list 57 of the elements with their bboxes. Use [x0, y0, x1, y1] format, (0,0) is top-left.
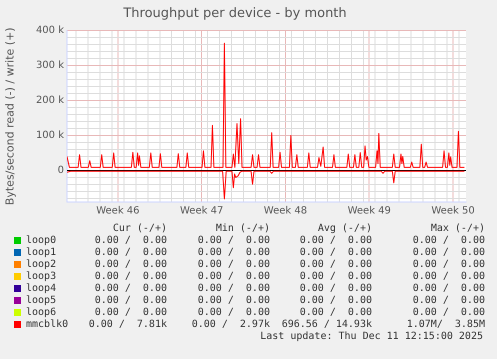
text: 0.00 / 0.00 [412, 295, 485, 306]
text: Last update: Thu Dec 11 12:15:00 2025 [260, 331, 483, 342]
chart-title: Throughput per device - by month [122, 6, 347, 22]
x-tick-label: Week 47 [180, 206, 224, 217]
text: 0.00 / 0.00 [94, 295, 167, 306]
legend-label: loop5 [26, 295, 56, 306]
text: 0.00 / 2.97k [192, 319, 270, 330]
text: 0.00 / 0.00 [198, 235, 270, 246]
legend-label: loop0 [26, 235, 56, 246]
text: 0.00 / 0.00 [198, 295, 270, 306]
x-tick-label: Week 50 [431, 206, 475, 217]
legend-label: loop4 [26, 283, 56, 294]
text: 1.07M/ 3.85M [406, 319, 485, 330]
text: 0.00 / 0.00 [300, 271, 372, 282]
x-tick-label: Week 48 [264, 206, 308, 217]
text: 0.00 / 0.00 [198, 307, 270, 318]
text: 0.00 / 0.00 [412, 271, 485, 282]
x-tick-label: Week 49 [348, 206, 391, 217]
y-axis-title: Bytes/second read (-) / write (+) [3, 27, 16, 206]
text: Cur (-/+) [112, 223, 167, 234]
text: 0.00 / 0.00 [94, 283, 167, 294]
text: 696.56 / 14.93k [282, 319, 372, 330]
text: 0.00 / 0.00 [412, 307, 485, 318]
text: 0.00 / 0.00 [300, 295, 372, 306]
x-tick-label: Week 46 [96, 206, 140, 217]
text: 0.00 / 0.00 [94, 271, 167, 282]
text: Min (-/+) [216, 223, 270, 234]
text: 0.00 / 0.00 [300, 283, 372, 294]
y-tick-label: 300 k [36, 60, 64, 72]
text: 0.00 / 0.00 [300, 247, 372, 258]
text: 0.00 / 7.81k [88, 319, 167, 330]
text: Avg (-/+) [318, 223, 372, 234]
text: 0.00 / 0.00 [198, 283, 270, 294]
text: 0.00 / 0.00 [412, 283, 485, 294]
text: 0.00 / 0.00 [412, 235, 485, 246]
legend-label: loop2 [26, 259, 56, 270]
text: 0.00 / 0.00 [412, 259, 485, 270]
text: 0.00 / 0.00 [300, 259, 372, 270]
text: 0.00 / 0.00 [198, 259, 270, 270]
legend-label: loop6 [26, 307, 56, 318]
legend-label: loop1 [26, 247, 56, 258]
y-tick-label: 200 k [36, 95, 64, 106]
text: 0.00 / 0.00 [198, 271, 270, 282]
text: 0.00 / 0.00 [94, 235, 167, 246]
text: 0.00 / 0.00 [412, 247, 485, 258]
y-tick-label: 100 k [36, 130, 64, 142]
legend-label: mmcblk0 [26, 319, 68, 330]
text: 0.00 / 0.00 [198, 247, 270, 258]
text: 0.00 / 0.00 [300, 307, 372, 318]
text: 0.00 / 0.00 [94, 259, 167, 270]
legend-label: loop3 [26, 271, 56, 282]
text: Max (-/+) [430, 223, 485, 234]
text: 0.00 / 0.00 [300, 235, 372, 246]
y-tick-label: 0 [58, 165, 64, 176]
y-tick-label: 400 k [36, 25, 64, 36]
text: 0.00 / 0.00 [94, 307, 167, 318]
text: 0.00 / 0.00 [94, 247, 167, 258]
